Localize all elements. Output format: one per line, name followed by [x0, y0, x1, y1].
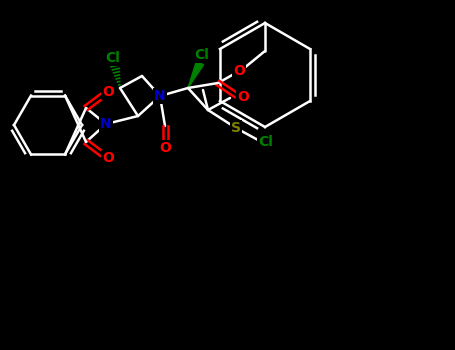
Text: N: N: [100, 117, 112, 131]
Text: O: O: [102, 151, 114, 165]
Text: Cl: Cl: [258, 135, 273, 149]
Text: S: S: [231, 121, 241, 135]
Text: O: O: [102, 85, 114, 99]
Text: O: O: [237, 90, 249, 104]
Text: O: O: [159, 141, 171, 155]
Text: Cl: Cl: [106, 51, 121, 65]
Text: Cl: Cl: [195, 48, 209, 62]
Polygon shape: [188, 61, 203, 88]
Text: N: N: [154, 89, 166, 103]
Text: O: O: [233, 64, 245, 78]
